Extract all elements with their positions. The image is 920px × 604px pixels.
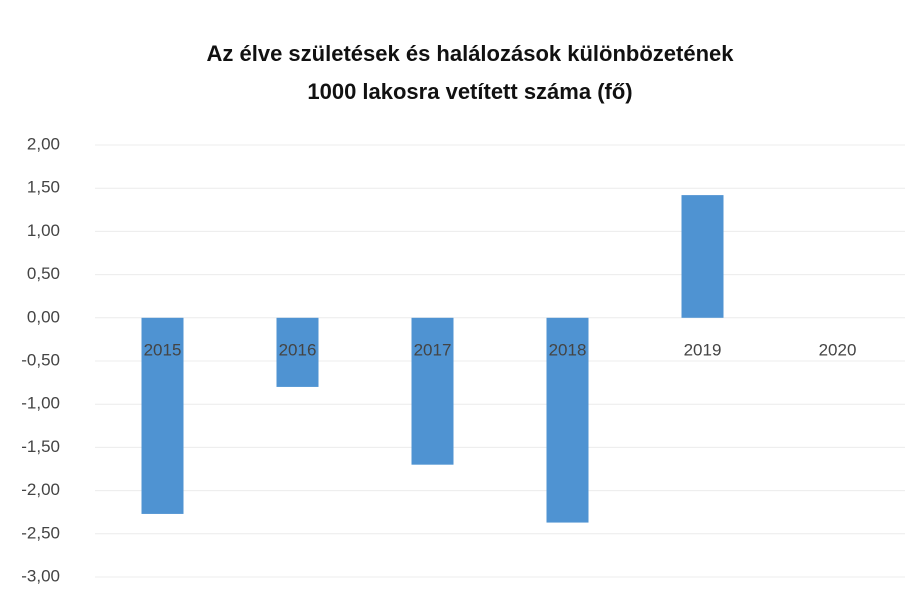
y-tick-label: 1,50 (27, 178, 60, 197)
y-tick-label: -3,00 (21, 566, 60, 585)
bar (681, 195, 724, 318)
x-tick-label: 2015 (144, 340, 182, 359)
chart-title: Az élve születések és halálozások különb… (207, 41, 735, 66)
x-tick-label: 2019 (684, 340, 722, 359)
y-tick-label: 2,00 (27, 134, 60, 153)
y-tick-label: 0,50 (27, 264, 60, 283)
bar (141, 317, 184, 514)
bar (276, 317, 319, 387)
y-tick-label: -1,00 (21, 394, 60, 413)
chart-title: 1000 lakosra vetített száma (fő) (307, 79, 632, 104)
x-tick-label: 2017 (414, 340, 452, 359)
y-tick-label: -0,50 (21, 350, 60, 369)
y-tick-label: 0,00 (27, 307, 60, 326)
bar (411, 317, 454, 465)
x-tick-label: 2020 (819, 340, 857, 359)
y-tick-label: -1,50 (21, 437, 60, 456)
x-tick-label: 2018 (549, 340, 587, 359)
bar (546, 317, 589, 523)
y-tick-label: -2,00 (21, 480, 60, 499)
x-tick-label: 2016 (279, 340, 317, 359)
y-tick-label: 1,00 (27, 221, 60, 240)
y-tick-label: -2,50 (21, 523, 60, 542)
